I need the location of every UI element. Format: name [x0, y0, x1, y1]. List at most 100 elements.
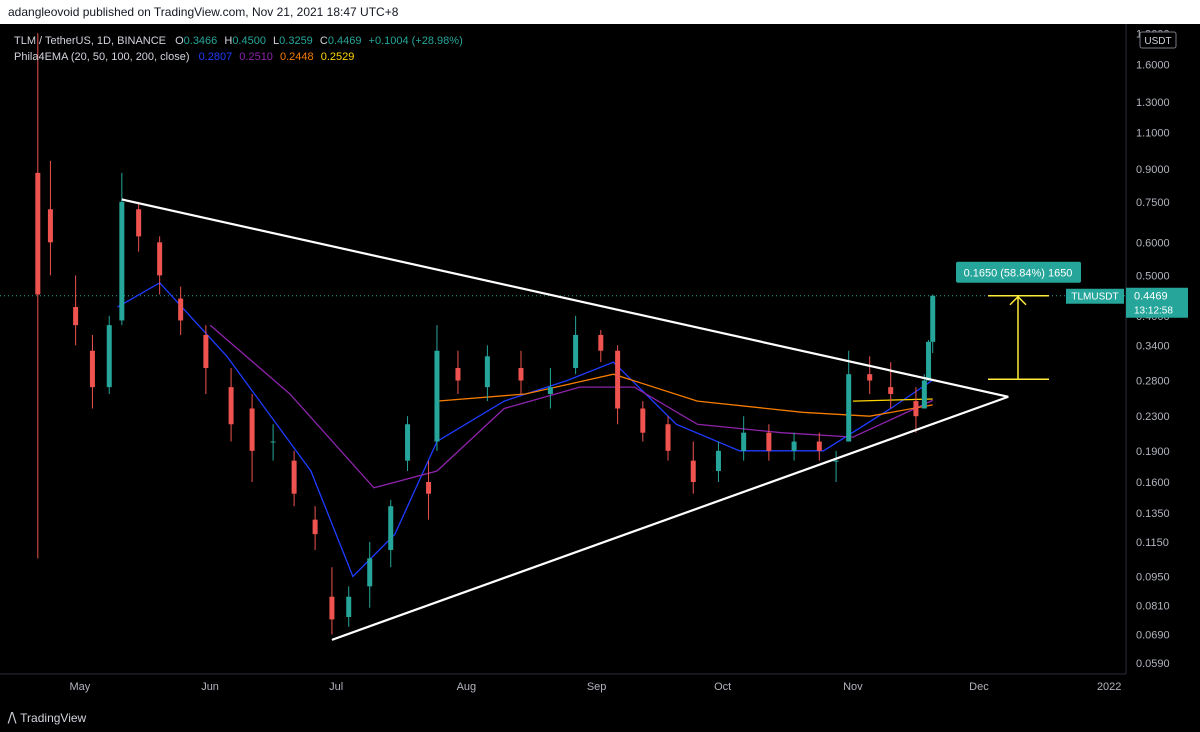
tradingview-logo[interactable]: ⧸⧹ TradingView	[8, 711, 86, 726]
close-value: 0.4469	[328, 35, 362, 47]
currency-badge[interactable]: USDT	[1139, 31, 1177, 49]
month-tick-label: May	[69, 681, 90, 693]
tv-logo-text: TradingView	[20, 711, 87, 725]
chart-background	[0, 24, 1200, 706]
tv-logo-icon: ⧸⧹	[8, 711, 17, 725]
trendline-lower	[331, 395, 1009, 641]
countdown-value: 13:12:58	[1134, 306, 1173, 317]
price-tick-label: 0.0810	[1136, 600, 1170, 612]
low-value: 0.3259	[279, 35, 313, 47]
symbol-title: TLM / TetherUS, 1D, BINANCE	[14, 35, 166, 47]
month-tick-label: Nov	[843, 681, 863, 693]
indicator-line[interactable]: Phila4EMA (20, 50, 100, 200, close) 0.28…	[14, 51, 354, 63]
month-tick-label: Aug	[457, 681, 477, 693]
price-tick-label: 0.1350	[1136, 508, 1170, 520]
trendline-upper	[121, 198, 1009, 398]
symbol-badge-label: TLMUSDT	[1071, 292, 1118, 303]
price-tick-label: 0.6000	[1136, 237, 1170, 249]
ema20-value: 0.2807	[199, 51, 233, 63]
candle-body	[598, 334, 604, 351]
symbol-badge	[1066, 288, 1124, 304]
ema50-value: 0.2510	[239, 51, 273, 63]
price-tick-label: 0.5000	[1136, 270, 1170, 282]
price-chart[interactable]: 0.1650 (58.84%) 1650 1.90001.60001.30001…	[0, 24, 1200, 706]
price-tick-label: 0.2800	[1136, 376, 1170, 388]
ema-line-3	[436, 373, 933, 417]
candle-body	[484, 356, 490, 388]
candle-body	[203, 334, 209, 369]
ema200-value: 0.2529	[321, 51, 355, 63]
month-tick-label: 2022	[1097, 681, 1121, 693]
change-value: +0.1004 (+28.98%)	[369, 35, 463, 47]
candle-body	[913, 401, 919, 417]
candle-body	[157, 242, 163, 276]
price-tick-label: 0.1900	[1136, 446, 1170, 458]
candle-body	[715, 450, 721, 472]
candle-body	[833, 460, 839, 462]
measure-label-box	[956, 261, 1081, 283]
publisher-bar: adangleovoid published on TradingView.co…	[0, 0, 1200, 24]
candle-body	[426, 482, 432, 494]
measure-label: 0.1650 (58.84%) 1650	[964, 268, 1073, 280]
candle-body	[89, 350, 95, 388]
candle-body	[816, 441, 822, 451]
measure-arrow-head	[1009, 295, 1027, 306]
candle-body	[228, 387, 234, 425]
candle-body	[388, 506, 394, 550]
candle-body	[136, 209, 142, 237]
candle-body	[346, 596, 352, 617]
indicator-title: Phila4EMA (20, 50, 100, 200, close)	[14, 51, 190, 63]
price-range-measure: 0.1650 (58.84%) 1650	[956, 261, 1081, 381]
ema-line-2	[209, 324, 933, 489]
price-tick-label: 0.9000	[1136, 164, 1170, 176]
candle-body	[640, 408, 646, 433]
price-tick-label: 0.1600	[1136, 477, 1170, 489]
month-tick-label: Jul	[329, 681, 343, 693]
symbol-line[interactable]: TLM / TetherUS, 1D, BINANCE O0.3466 H0.4…	[14, 35, 463, 47]
candles	[35, 33, 936, 635]
candle-body	[405, 424, 411, 461]
price-tick-label: 0.0950	[1136, 572, 1170, 584]
month-tick-label: Jun	[201, 681, 219, 693]
price-tick-label: 0.7500	[1136, 197, 1170, 209]
chart-legend: TLM / TetherUS, 1D, BINANCE O0.3466 H0.4…	[14, 35, 463, 63]
candle-body	[329, 596, 335, 620]
candle-body	[930, 295, 936, 342]
open-value: 0.3466	[184, 35, 218, 47]
publisher-text: adangleovoid published on TradingView.co…	[8, 5, 399, 19]
high-value: 0.4500	[232, 35, 266, 47]
candle-body	[249, 408, 255, 451]
price-tick-label: 0.2300	[1136, 411, 1170, 423]
candle-body	[47, 209, 53, 243]
candle-body	[741, 432, 747, 451]
candle-body	[106, 325, 112, 388]
month-tick-label: Oct	[714, 681, 731, 693]
candle-body	[270, 441, 276, 443]
candle-body	[178, 298, 184, 321]
candle-body	[312, 519, 318, 535]
price-tick-label: 1.1000	[1136, 127, 1170, 139]
price-tick-label: 1.6000	[1136, 59, 1170, 71]
price-tick-label: 0.0590	[1136, 658, 1170, 670]
month-tick-label: Sep	[587, 681, 607, 693]
ema-line-4	[852, 398, 933, 402]
candle-body	[547, 387, 553, 394]
candle-body	[665, 424, 671, 451]
candle-body	[867, 374, 873, 381]
candle-body	[926, 341, 932, 381]
candle-body	[434, 350, 440, 442]
chart-grid	[0, 24, 1200, 706]
price-tick-label: 0.3400	[1136, 340, 1170, 352]
trendlines	[121, 198, 1009, 641]
price-tick-label: 1.3000	[1136, 97, 1170, 109]
candle-body	[921, 380, 927, 409]
time-axis[interactable]: May Jun Jul Aug Sep Oct Nov Dec 2022	[0, 673, 1126, 693]
candle-body	[367, 558, 373, 587]
last-price-value: 0.4469	[1134, 291, 1168, 303]
candle-body	[766, 432, 772, 451]
candle-body	[846, 374, 852, 442]
candle-body	[615, 350, 621, 409]
ema100-value: 0.2448	[280, 51, 314, 63]
candle-body	[35, 172, 41, 295]
candle-body	[73, 307, 79, 326]
